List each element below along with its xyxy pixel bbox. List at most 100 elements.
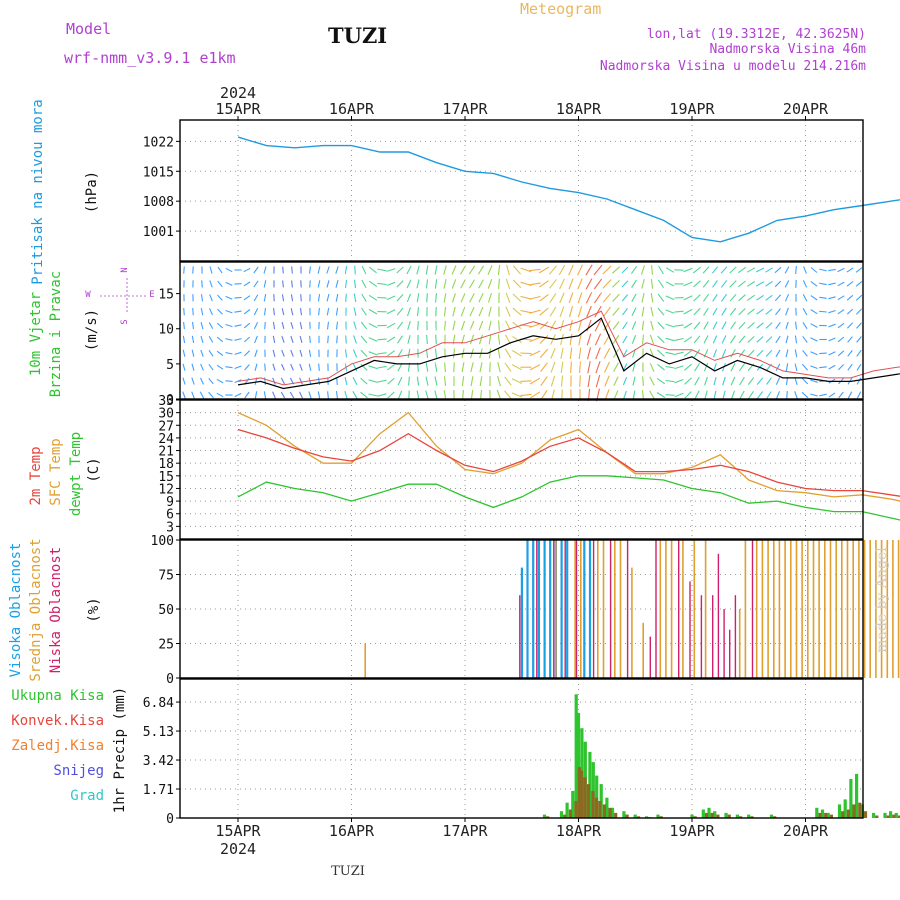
wind-vector <box>529 336 541 343</box>
wind-vector <box>747 377 755 386</box>
wind-vector <box>683 267 693 273</box>
pressure-frame <box>179 119 864 262</box>
mid-cloud-bar <box>824 540 826 678</box>
wind-vector <box>425 376 429 386</box>
wind-vector <box>225 295 233 300</box>
wind-vector <box>200 363 204 371</box>
wind-vector <box>520 309 532 314</box>
wind-vector <box>216 322 224 329</box>
wind-vector <box>632 390 636 400</box>
wind-vector <box>244 350 250 357</box>
wind-vector <box>336 377 338 386</box>
low-cloud-bar <box>678 540 680 678</box>
high-cloud-bar <box>560 540 563 678</box>
wind-vector <box>406 279 412 289</box>
wind-vector <box>281 363 285 371</box>
wind-vector <box>729 321 737 330</box>
wind-vector <box>326 307 330 316</box>
wind-vector <box>478 306 484 317</box>
wind-vector <box>612 321 620 330</box>
wind-vector <box>209 266 213 274</box>
wind-vector <box>765 308 773 315</box>
wind-vector <box>272 335 276 344</box>
wind-vector <box>730 335 736 344</box>
wind-vector <box>819 393 827 397</box>
wind-vector <box>461 376 465 387</box>
wind-vector <box>775 335 781 344</box>
wind-vector <box>838 391 844 399</box>
wind-vector <box>775 321 781 330</box>
wind-vector <box>504 376 512 386</box>
total-precip-bar <box>826 812 830 818</box>
wind-vector <box>538 266 550 274</box>
bottom-day-label: 17APR <box>442 822 488 840</box>
wind-vector <box>377 282 387 286</box>
conv-precip-bar <box>841 811 845 818</box>
total-precip-bar <box>707 807 711 818</box>
wind-vector <box>216 336 224 343</box>
wind-vector <box>631 321 637 330</box>
wind-vector <box>593 264 603 276</box>
wind-vector <box>368 337 378 342</box>
wind-vector <box>674 365 684 370</box>
total-precip-bar <box>747 814 751 818</box>
wind-vector <box>837 309 845 315</box>
wind-vector <box>846 294 854 301</box>
wind-vector <box>488 306 492 317</box>
wind-vector <box>353 279 357 289</box>
total-precip-bar <box>872 812 876 818</box>
wind-vector <box>216 364 224 370</box>
conv-precip-bar <box>659 816 663 818</box>
total-precip-bar <box>889 811 893 818</box>
wind-vector <box>452 306 456 317</box>
wind-vector <box>217 280 223 288</box>
wind-vector <box>344 376 348 386</box>
wind-vector <box>505 306 511 317</box>
wind-vector <box>730 390 736 400</box>
wind-vector <box>497 362 501 373</box>
wind-vector <box>529 295 541 300</box>
mid-cloud-bar <box>863 540 866 678</box>
wind-vector <box>683 322 693 329</box>
cloud-panel: 0 25 50 75 100 <box>151 534 900 687</box>
wind-vector <box>559 320 565 332</box>
wind-vector <box>856 363 862 371</box>
mid-cloud-bar <box>580 540 582 678</box>
wind-vector <box>396 280 404 288</box>
wind-vector <box>539 307 549 316</box>
wind-vector <box>200 377 204 385</box>
wind-vector <box>603 320 611 331</box>
wind-vector <box>693 335 701 344</box>
wind-vector <box>692 266 702 274</box>
mid-cloud-bar <box>846 540 849 678</box>
wind-vector <box>345 293 347 302</box>
wind-vector <box>703 335 709 344</box>
wind-vector <box>512 307 522 316</box>
mid-cloud-bar <box>761 540 764 678</box>
mid-cloud-bar <box>631 567 633 678</box>
wind-vector <box>540 362 548 372</box>
wind-vector <box>478 279 484 289</box>
total-precip-bar <box>576 712 581 818</box>
wind-vector <box>641 320 645 331</box>
wind-vector <box>263 391 267 399</box>
wind-vector <box>846 267 854 273</box>
wind-vector <box>377 352 387 355</box>
low-cloud-bar <box>717 553 720 678</box>
wind-vector <box>756 308 764 315</box>
wind-vector <box>290 294 294 302</box>
wind-vector <box>604 361 610 373</box>
wind-vector <box>462 390 464 400</box>
wind-vector <box>318 363 320 371</box>
wind-vector <box>335 293 339 302</box>
conv-precip-bar <box>892 814 896 818</box>
wind-vector <box>702 266 710 274</box>
wind-vector <box>665 351 675 355</box>
wind-vector <box>819 352 827 355</box>
wind-vector <box>243 281 251 287</box>
wind-vector <box>613 362 619 372</box>
wind-vector <box>549 292 557 303</box>
wind-vector <box>497 264 501 276</box>
wind-vector <box>765 294 773 301</box>
wind-vector <box>327 335 329 344</box>
